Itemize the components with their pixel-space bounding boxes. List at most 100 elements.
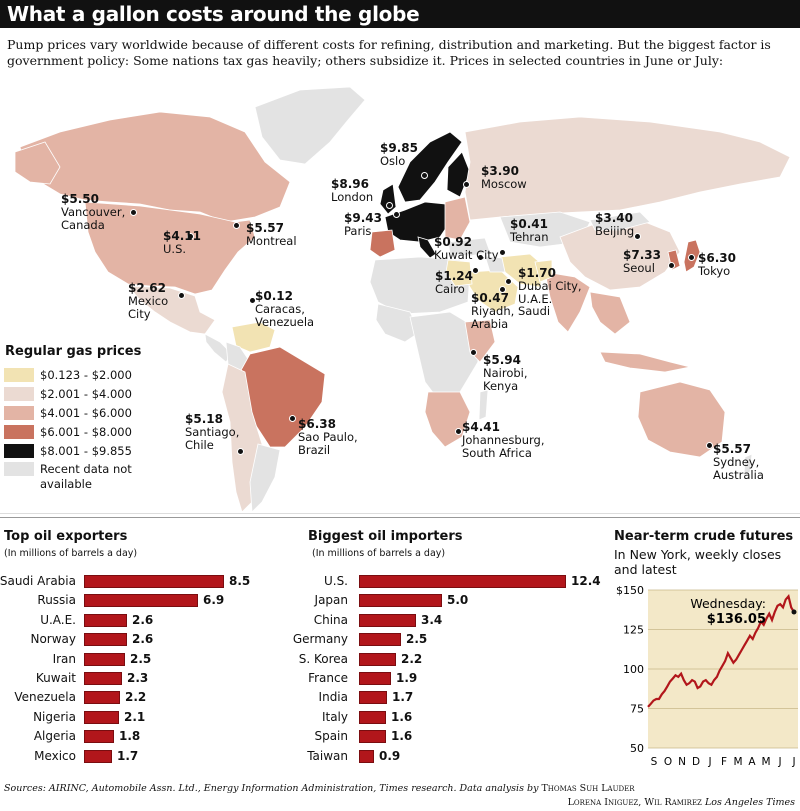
region-pakistan xyxy=(534,259,553,283)
bar xyxy=(84,633,127,646)
city-marker xyxy=(668,262,675,269)
city-label: $4.11 U.S. xyxy=(163,230,223,256)
city-price: $8.96 xyxy=(331,177,369,191)
bar xyxy=(84,575,224,588)
city-marker xyxy=(393,211,400,218)
bar-value-label: 1.9 xyxy=(396,671,418,685)
city-name: Sao Paulo, Brazil xyxy=(298,430,358,457)
city-name: Moscow xyxy=(481,177,527,191)
city-marker xyxy=(499,286,506,293)
bar-category-label: U.S. xyxy=(323,574,348,588)
city-price: $3.90 xyxy=(481,164,519,178)
region-iberia xyxy=(369,229,396,258)
city-marker xyxy=(237,448,244,455)
bar xyxy=(84,750,112,763)
region-west-africa xyxy=(375,303,421,343)
city-name: Sydney, Australia xyxy=(713,455,764,482)
bar xyxy=(359,614,416,627)
futures-title: Near-term crude futures xyxy=(614,529,794,544)
bar-category-label: Mexico xyxy=(34,749,76,763)
bar-category-label: Russia xyxy=(37,593,76,607)
city-name: Tokyo xyxy=(698,264,731,278)
bar xyxy=(359,672,391,685)
region-mongolia xyxy=(589,211,651,231)
bar-category-label: Norway xyxy=(30,632,76,646)
bar xyxy=(359,750,374,763)
city-name: Beijing xyxy=(595,224,635,238)
city-marker xyxy=(505,278,512,285)
bar-value-label: 1.7 xyxy=(117,749,139,763)
city-price: $5.18 xyxy=(185,412,223,426)
bar xyxy=(359,711,386,724)
bar-category-label: S. Korea xyxy=(298,652,348,666)
bar-value-label: 0.9 xyxy=(379,749,401,763)
futures-annotation-value: $136.05 xyxy=(707,612,766,627)
city-label: $0.12 Caracas, Venezuela xyxy=(255,290,345,329)
futures-subtitle: In New York, weekly closes and latest xyxy=(614,547,782,577)
futures-series-line xyxy=(647,593,795,708)
bar-category-label: Kuwait xyxy=(35,671,76,685)
bar-value-label: 12.4 xyxy=(571,574,601,588)
city-price: $0.47 xyxy=(471,291,509,305)
bar xyxy=(359,653,396,666)
city-label: $5.57 Montreal xyxy=(246,222,316,248)
legend-swatch xyxy=(4,462,34,476)
page-subtitle: Pump prices vary worldwide because of di… xyxy=(7,37,771,68)
bar-value-label: 2.1 xyxy=(124,710,146,724)
bar-value-label: 2.2 xyxy=(125,690,147,704)
city-marker xyxy=(421,172,428,179)
city-price: $5.57 xyxy=(713,442,751,456)
importers-title: Biggest oil importers xyxy=(308,529,463,544)
region-se-asia xyxy=(589,291,631,335)
city-price: $2.62 xyxy=(128,281,166,295)
legend-swatch xyxy=(4,406,34,420)
city-marker xyxy=(386,202,393,209)
city-price: $4.11 xyxy=(163,229,201,243)
legend-swatch xyxy=(4,387,34,401)
city-name: Nairobi, Kenya xyxy=(483,366,528,393)
city-price: $0.41 xyxy=(510,217,548,231)
page-title: What a gallon costs around the globe xyxy=(7,2,420,26)
city-name: Oslo xyxy=(380,154,406,168)
city-marker xyxy=(477,254,484,261)
bar-value-label: 8.5 xyxy=(229,574,251,588)
legend-label: $2.001 - $4.000 xyxy=(40,387,132,401)
city-price: $5.50 xyxy=(61,192,99,206)
region-central-america xyxy=(204,333,233,363)
bar-value-label: 2.2 xyxy=(401,652,423,666)
bar xyxy=(359,575,566,588)
region-canada xyxy=(19,111,291,223)
region-eastern-europe xyxy=(444,196,471,241)
city-label: $4.41 Johannesburg, South Africa xyxy=(462,421,572,460)
city-price: $3.40 xyxy=(595,211,633,225)
city-label: $7.33 Seoul xyxy=(623,249,673,275)
city-name: U.S. xyxy=(163,242,187,256)
city-label: $1.70 Dubai City, U.A.E. xyxy=(518,267,603,306)
futures-x-tick: A xyxy=(748,756,756,768)
world-map xyxy=(0,86,800,514)
city-label: $5.50 Vancouver, Canada xyxy=(61,193,151,232)
bar-category-label: Spain xyxy=(314,729,348,743)
bar-value-label: 1.8 xyxy=(119,729,141,743)
futures-x-tick: N xyxy=(678,756,686,768)
city-marker xyxy=(688,254,695,261)
region-australia xyxy=(637,381,726,458)
bar-value-label: 2.5 xyxy=(130,652,152,666)
city-label: $6.30 Tokyo xyxy=(698,252,748,278)
bar-value-label: 2.3 xyxy=(127,671,149,685)
region-indonesia xyxy=(599,351,691,373)
city-name: Johannesburg, South Africa xyxy=(462,433,545,460)
city-price: $1.24 xyxy=(435,269,473,283)
exporters-note: (In millions of barrels a day) xyxy=(4,548,138,559)
city-label: $1.24 Cairo xyxy=(435,270,485,296)
title-bar xyxy=(0,0,800,28)
city-name: Riyadh, Saudi Arabia xyxy=(471,304,551,331)
bar-value-label: 1.6 xyxy=(391,710,413,724)
futures-x-tick: M xyxy=(761,756,770,768)
legend-label: $4.001 - $6.000 xyxy=(40,406,132,420)
city-price: $5.94 xyxy=(483,353,521,367)
city-name: Tehran xyxy=(510,230,549,244)
bar-value-label: 1.6 xyxy=(391,729,413,743)
legend-label: $8.001 - $9.855 xyxy=(40,444,132,458)
bar xyxy=(84,691,120,704)
